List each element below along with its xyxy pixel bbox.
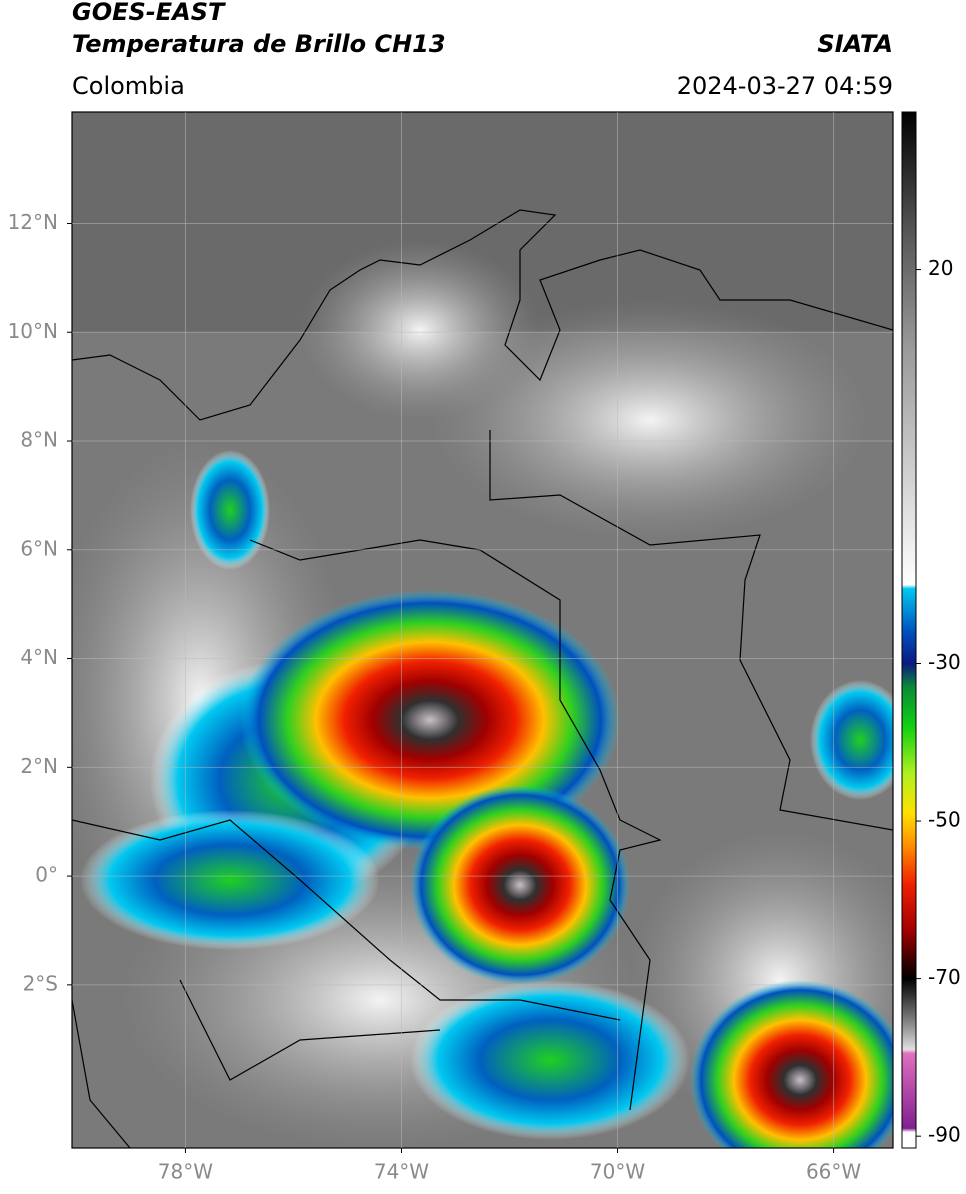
lon-tick-label: 78°W [158, 1160, 213, 1184]
colorbar-tick-label: -50 [928, 808, 961, 832]
convection [810, 680, 893, 800]
lat-tick-label: 4°N [20, 645, 58, 669]
convection [80, 810, 380, 950]
colorbar-tick-label: 20 [928, 256, 953, 280]
map-frame [71, 111, 894, 1149]
lat-tick-label: 2°N [20, 754, 58, 778]
colorbar-tick-label: -70 [928, 965, 961, 989]
datetime: 2024-03-27 04:59 [677, 72, 893, 100]
source: GOES-EAST [72, 0, 226, 26]
lat-tick-label: 10°N [8, 319, 58, 343]
lat-tick-label: 6°N [20, 536, 58, 560]
region: Colombia [72, 72, 185, 100]
colorbar-tick-label: -90 [928, 1123, 961, 1147]
colorbar-tick-label: -30 [928, 650, 961, 674]
lat-tick-label: 2°S [23, 971, 58, 995]
lat-tick-label: 12°N [8, 210, 58, 234]
satellite-image [72, 112, 893, 1148]
product: Temperatura de Brillo CH13 [72, 30, 446, 58]
lon-tick-label: 70°W [590, 1160, 645, 1184]
colorbar [901, 111, 917, 1149]
convection [190, 450, 270, 570]
storm [410, 785, 630, 985]
lon-tick-label: 74°W [374, 1160, 429, 1184]
lat-tick-label: 0° [35, 863, 58, 887]
storm [690, 980, 893, 1148]
borders [72, 209, 893, 1148]
lon-tick-label: 66°W [806, 1160, 861, 1184]
convection [410, 980, 690, 1140]
cloud [430, 300, 870, 540]
lat-tick-label: 8°N [20, 428, 58, 452]
storm [240, 590, 620, 850]
agency: SIATA [817, 30, 893, 58]
